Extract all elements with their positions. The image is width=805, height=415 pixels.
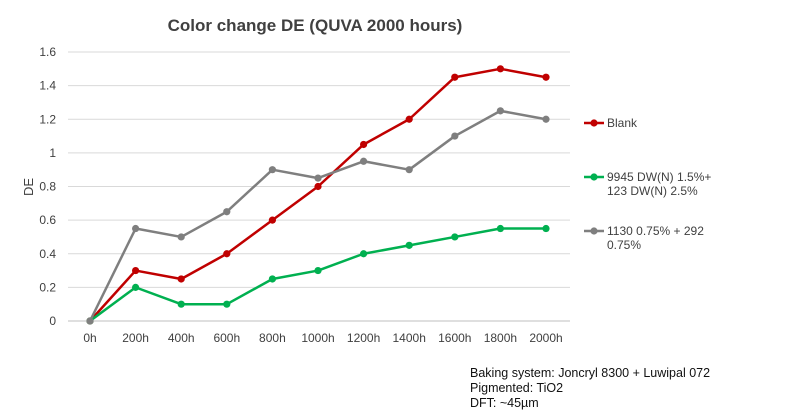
x-axis-ticks: 0h 200h 400h 600h 800h 1000h 1200h 1400h 1600h 18…: [83, 331, 562, 345]
y-axis-label: DE: [21, 178, 36, 196]
data-point: [360, 250, 368, 258]
data-point: [223, 300, 231, 308]
y-tick-label: 1.6: [39, 45, 56, 59]
legend-marker: [590, 173, 598, 181]
data-point: [177, 275, 185, 283]
x-tick-label: 2000h: [529, 331, 562, 345]
legend-marker: [590, 119, 598, 127]
y-axis-ticks: 0 0.2 0.4 0.6 0.8 1 1.2 1.4 1.6: [39, 45, 56, 328]
data-point: [360, 157, 368, 165]
data-point: [496, 107, 504, 115]
note-dft: DFT: ~45µm: [470, 396, 539, 410]
y-tick-label: 1.2: [39, 112, 56, 126]
data-point: [496, 65, 504, 73]
data-point: [405, 241, 413, 249]
data-point: [451, 233, 459, 241]
legend-label: Blank: [607, 116, 638, 130]
x-tick-label: 1800h: [484, 331, 517, 345]
y-tick-label: 0.2: [39, 280, 56, 294]
note-baking-system: Baking system: Joncryl 8300 + Luwipal 07…: [470, 366, 711, 380]
legend-label: 123 DW(N) 2.5%: [607, 184, 698, 198]
series-group: [86, 65, 550, 325]
legend: Blank 9945 DW(N) 1.5%+123 DW(N) 2.5% 1130 …: [584, 116, 711, 252]
data-point: [314, 174, 322, 182]
y-tick-label: 0.4: [39, 247, 56, 261]
y-tick-label: 0: [49, 314, 56, 328]
series-line: [89, 67, 547, 322]
x-tick-label: 200h: [122, 331, 149, 345]
series-line: [88, 109, 547, 322]
legend-label: 9945 DW(N) 1.5%+: [607, 170, 711, 184]
data-point: [405, 166, 413, 174]
legend-marker: [590, 227, 598, 235]
x-tick-label: 0h: [83, 331, 96, 345]
data-point: [314, 266, 322, 275]
x-tick-label: 1400h: [393, 331, 426, 345]
data-point: [132, 224, 140, 233]
x-tick-label: 600h: [213, 331, 240, 345]
data-point: [268, 275, 276, 283]
legend-label: 1130 0.75% + 292: [607, 224, 704, 238]
chart-title: Color change DE (QUVA 2000 hours): [168, 16, 463, 35]
data-point: [542, 115, 550, 123]
data-point: [223, 208, 231, 216]
data-point: [223, 250, 231, 258]
data-point: [268, 166, 276, 174]
data-point: [86, 317, 94, 325]
x-tick-label: 1600h: [438, 331, 471, 345]
data-point: [177, 233, 185, 241]
legend-label: 0.75%: [607, 238, 641, 252]
data-point: [132, 266, 140, 275]
data-point: [451, 73, 459, 81]
data-point: [177, 300, 185, 308]
data-point: [542, 224, 550, 233]
x-tick-label: 400h: [168, 331, 195, 345]
data-point: [268, 216, 276, 224]
data-point: [542, 73, 550, 81]
y-tick-label: 0.8: [39, 180, 56, 194]
y-tick-label: 1.4: [39, 79, 56, 93]
chart-notes: Baking system: Joncryl 8300 + Luwipal 07…: [470, 366, 710, 411]
x-tick-label: 1000h: [301, 331, 334, 345]
data-point: [132, 283, 140, 291]
y-tick-label: 1: [49, 146, 56, 160]
y-tick-label: 0.6: [39, 213, 56, 227]
data-point: [496, 224, 504, 233]
data-point: [360, 140, 368, 149]
data-point: [451, 132, 459, 140]
x-tick-label: 1200h: [347, 331, 380, 345]
data-point: [314, 182, 322, 191]
x-tick-label: 800h: [259, 331, 286, 345]
note-pigmented: Pigmented: TiO2: [470, 381, 564, 395]
data-point: [405, 115, 413, 123]
